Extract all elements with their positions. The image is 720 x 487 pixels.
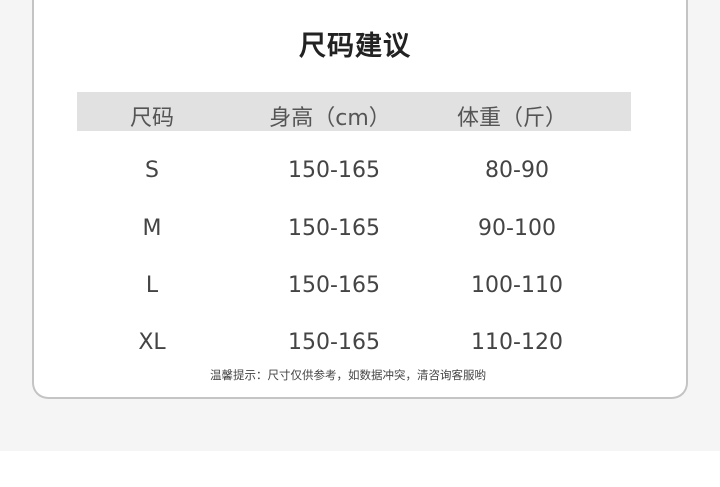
size-cell: XL bbox=[138, 330, 166, 355]
height-cell: 150-165 bbox=[288, 273, 380, 298]
page-title: 尺码建议 bbox=[299, 31, 411, 62]
size-chart-card bbox=[32, 0, 688, 399]
table-header bbox=[77, 92, 631, 131]
weight-cell: 80-90 bbox=[485, 158, 549, 183]
header-weight: 体重（斤） bbox=[456, 106, 568, 131]
header-height: 身高（cm） bbox=[269, 106, 391, 131]
size-cell: M bbox=[142, 216, 162, 241]
height-cell: 150-165 bbox=[288, 216, 380, 241]
size-cell: S bbox=[145, 158, 159, 183]
weight-cell: 100-110 bbox=[471, 273, 563, 298]
weight-cell: 110-120 bbox=[471, 330, 563, 355]
weight-cell: 90-100 bbox=[478, 216, 556, 241]
header-size: 尺码 bbox=[129, 106, 175, 131]
footnote: 温馨提示：尺寸仅供参考，如数据冲突，清咨询客服哟 bbox=[210, 368, 486, 382]
height-cell: 150-165 bbox=[288, 330, 380, 355]
height-cell: 150-165 bbox=[288, 158, 380, 183]
size-cell: L bbox=[145, 273, 159, 298]
